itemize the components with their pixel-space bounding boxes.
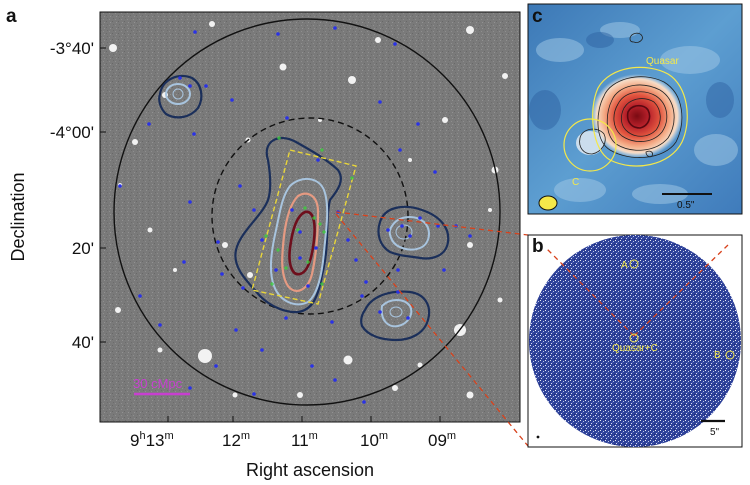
y-axis-label: Declination <box>8 172 28 261</box>
source-a-marker <box>629 259 639 269</box>
panel-b-image: A B Quasar+C 5" b <box>527 234 743 448</box>
source-c-aperture <box>563 118 617 172</box>
label-quasar-c: Quasar+C <box>612 343 658 354</box>
quasar-aperture <box>592 66 688 167</box>
y-tick-4: 40' <box>72 333 94 352</box>
panel-c-letter: c <box>532 6 543 27</box>
inner-dashed-circle <box>211 117 409 315</box>
x-tick-1: 9h13m <box>130 430 174 450</box>
panel-a-ticks <box>100 47 441 422</box>
galaxy-dots <box>118 26 472 404</box>
survey-footprint-box <box>251 149 357 305</box>
density-contour-mid <box>165 83 430 328</box>
label-b: B <box>714 350 721 361</box>
x-axis-label: Right ascension <box>246 460 374 480</box>
quasar-marker <box>629 333 639 343</box>
scale-bar-label-a: 30 cMpc <box>133 376 183 391</box>
label-quasar: Quasar <box>646 56 679 67</box>
x-tick-4: 10m <box>360 430 388 450</box>
panel-a-frame <box>99 11 521 423</box>
panel-a-sky-map: a <box>6 6 521 480</box>
scale-bar-label-b: 5" <box>710 427 720 438</box>
y-tick-2: -4°00' <box>50 123 94 142</box>
label-a: A <box>621 260 628 271</box>
y-tick-3: 20' <box>72 239 94 258</box>
y-tick-1: -3°40' <box>50 39 94 58</box>
survey-circle <box>113 18 501 406</box>
quasar-emission <box>591 74 683 158</box>
source-b-marker <box>725 350 735 360</box>
beam-dot-b <box>536 435 540 439</box>
density-contour-mid-inner <box>172 88 413 318</box>
zoom-connectors-b-c <box>544 244 729 337</box>
source-c-emission <box>576 131 604 155</box>
beam-ellipse <box>538 195 558 211</box>
x-tick-5: 09m <box>428 430 456 450</box>
green-candidates <box>264 136 354 286</box>
panel-b-field <box>529 235 741 447</box>
panel-b-letter: b <box>532 236 544 257</box>
panel-c-noise <box>536 22 738 204</box>
panel-c-peak-contour <box>626 104 651 129</box>
panel-c-image: Quasar C 0.5" c <box>527 3 743 215</box>
panel-c-frame <box>527 3 743 215</box>
density-contour-peak <box>288 210 316 276</box>
panel-a-letter: a <box>6 6 17 27</box>
density-contour-high <box>281 192 320 292</box>
x-tick-2: 12m <box>222 430 250 450</box>
panel-c-contours <box>579 32 683 158</box>
scale-bar-label-c: 0.5" <box>677 200 695 211</box>
label-c: C <box>572 177 579 188</box>
x-tick-3: 11m <box>291 430 318 450</box>
